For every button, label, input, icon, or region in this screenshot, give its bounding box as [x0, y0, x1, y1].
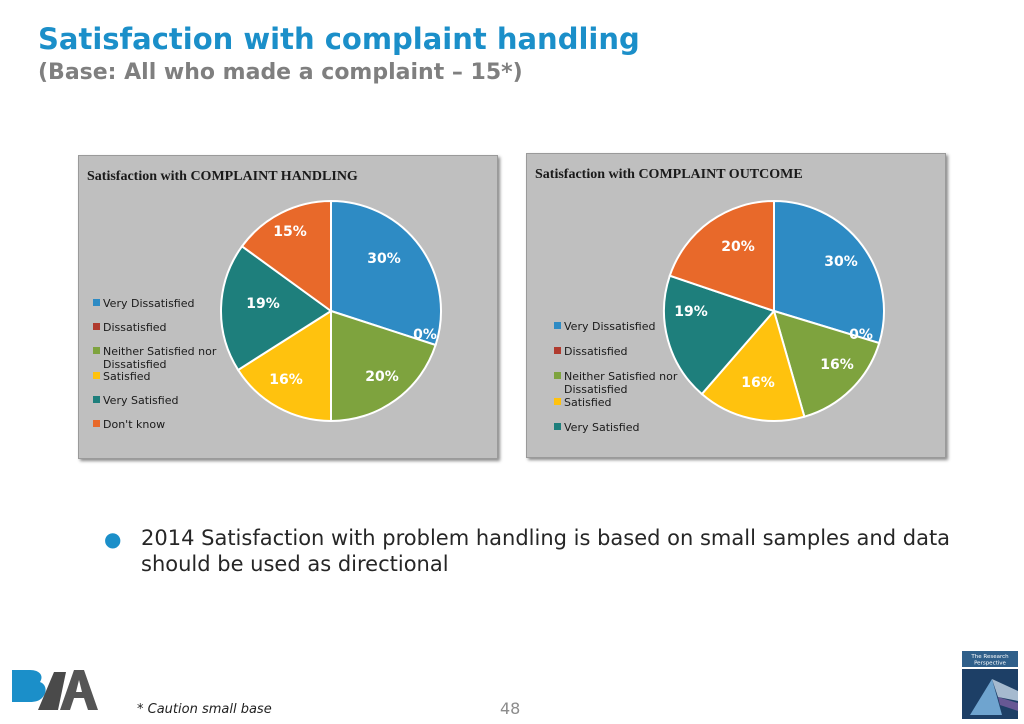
legend-label-dissatisfied: Dissatisfied: [564, 345, 628, 358]
data-label: 16%: [741, 375, 775, 391]
bullet-dot-icon: ●: [104, 527, 122, 551]
pie-chart-outcome: Satisfaction with COMPLAINT OUTCOME 30% 0%…: [535, 167, 885, 434]
svg-text:Perspective: Perspective: [974, 661, 1006, 667]
pie-slice-2: [772, 309, 881, 418]
legend-swatch-dissatisfied: [554, 347, 561, 354]
data-label: 30%: [367, 251, 401, 267]
data-label: 19%: [674, 304, 708, 320]
pie-slice-4: [220, 244, 333, 372]
legend-swatch-don-t-know: [93, 420, 100, 427]
ba-logo: [8, 668, 100, 710]
legend-label-very-satisfied: Very Satisfied: [103, 394, 178, 407]
pie-slice-5: [668, 199, 775, 313]
page-subtitle: (Base: All who made a complaint – 15*): [38, 60, 523, 85]
svg-text:The Research: The Research: [970, 654, 1009, 660]
chart-title: Satisfaction with COMPLAINT HANDLING: [87, 169, 358, 184]
legend-swatch-very-dissatisfied: [93, 299, 100, 306]
pie-slice-0: [330, 199, 443, 347]
data-label: 16%: [820, 357, 854, 373]
data-label: 16%: [269, 372, 303, 388]
legend-label-very-dissatisfied: Very Dissatisfied: [564, 320, 655, 333]
legend-swatch-dissatisfied: [93, 323, 100, 330]
legend-label-dissatisfied: Dissatisfied: [103, 321, 167, 334]
chart-complaint-handling: Satisfaction with COMPLAINT HANDLING 30% 0…: [78, 155, 498, 459]
data-label: 0%: [413, 327, 437, 343]
data-label: 20%: [721, 239, 755, 255]
legend-swatch-satisfied: [93, 372, 100, 379]
chart-complaint-outcome: Satisfaction with COMPLAINT OUTCOME 30% 0%…: [526, 153, 946, 458]
legend-swatch-satisfied: [554, 398, 561, 405]
pie-chart-handling: Satisfaction with COMPLAINT HANDLING 30% 0…: [87, 169, 443, 431]
data-label: 30%: [824, 254, 858, 270]
legend-label-neither-satisfied-nor-dissatisfied: Neither Satisfied nor Dissatisfied: [103, 345, 217, 371]
data-label: 15%: [273, 224, 307, 240]
legend-label-very-satisfied: Very Satisfied: [564, 421, 639, 434]
legend-label-neither-satisfied-nor-dissatisfied: Neither Satisfied nor Dissatisfied: [564, 370, 678, 396]
research-perspective-logo: The Research Perspective: [962, 651, 1018, 719]
pie-slice-0: [773, 199, 885, 345]
pie-slice-3: [236, 309, 332, 423]
legend-label-satisfied: Satisfied: [564, 396, 612, 409]
data-label: 0%: [849, 327, 873, 343]
page-number: 48: [500, 699, 521, 718]
pie-slice-3: [700, 308, 806, 422]
legend-label-very-dissatisfied: Very Dissatisfied: [103, 297, 194, 310]
legend-swatch-very-satisfied: [93, 396, 100, 403]
pie-slice-2: [330, 309, 437, 423]
legend-label-don-t-know: Don't know: [103, 418, 165, 431]
legend-swatch-very-dissatisfied: [554, 322, 561, 329]
data-label: 19%: [246, 296, 280, 312]
pie-slice-5: [240, 199, 332, 313]
footnote: * Caution small base: [137, 702, 272, 717]
legend-label-satisfied: Satisfied: [103, 370, 151, 383]
data-label: 20%: [365, 369, 399, 385]
legend-swatch-very-satisfied: [554, 423, 561, 430]
bullet-text: 2014 Satisfaction with problem handling …: [141, 526, 951, 576]
page-title: Satisfaction with complaint handling: [38, 22, 640, 56]
legend-swatch-neither-satisfied-nor-dissatisfied: [554, 372, 561, 379]
legend-swatch-neither-satisfied-nor-dissatisfied: [93, 347, 100, 354]
chart-title: Satisfaction with COMPLAINT OUTCOME: [535, 167, 803, 182]
pie-slice-4: [663, 274, 776, 396]
